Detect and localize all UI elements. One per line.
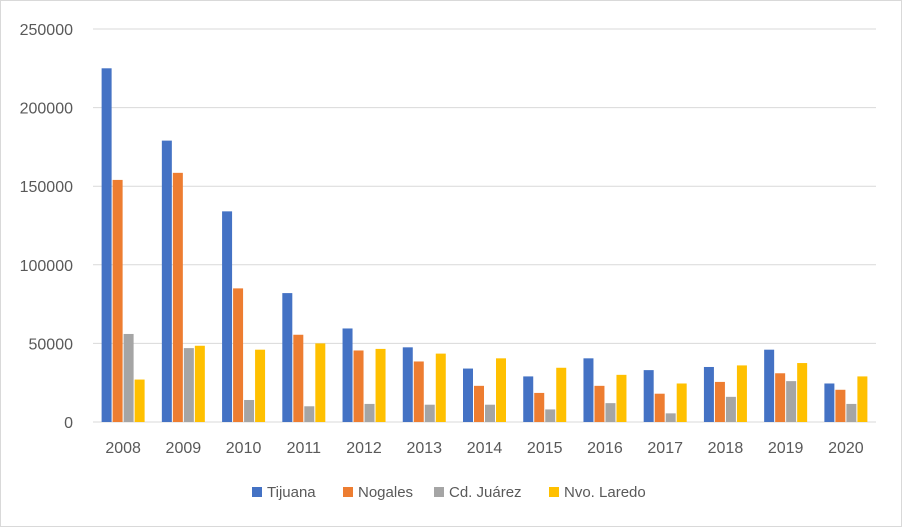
- legend-swatch: [549, 487, 559, 497]
- bar: [583, 358, 594, 422]
- bars: [101, 68, 868, 423]
- bar: [402, 347, 413, 422]
- bar: [534, 392, 545, 422]
- x-tick-label: 2014: [467, 440, 503, 457]
- legend: Tijuana Nogales Cd. Juárez Nvo. Laredo: [252, 484, 646, 501]
- bar: [424, 404, 435, 422]
- x-tick-label: 2020: [828, 440, 864, 457]
- legend-label: Nogales: [358, 484, 413, 501]
- bar: [255, 349, 266, 422]
- bar: [413, 361, 424, 422]
- bar: [244, 399, 255, 422]
- bar: [485, 404, 495, 422]
- y-tick-label: 150000: [20, 179, 73, 196]
- bar: [161, 140, 172, 422]
- bar: [556, 367, 567, 422]
- bar: [764, 349, 775, 422]
- bar: [775, 373, 786, 422]
- bar: [183, 348, 194, 422]
- x-tick-label: 2011: [287, 440, 322, 457]
- bar: [364, 403, 375, 422]
- x-tick-label: 2008: [105, 440, 141, 457]
- bar: [703, 366, 714, 422]
- bar: [342, 328, 353, 422]
- bar: [293, 334, 304, 422]
- bar: [353, 350, 364, 422]
- bar: [112, 179, 123, 422]
- bar: [786, 381, 797, 422]
- bar: [463, 368, 473, 422]
- bar: [835, 389, 846, 422]
- x-tick-label: 2019: [768, 440, 804, 457]
- bar: [233, 288, 244, 422]
- bar: [435, 353, 446, 422]
- bar: [594, 385, 605, 422]
- bar: [496, 358, 506, 422]
- bar: [545, 409, 556, 422]
- bar: [797, 363, 808, 422]
- bar: [172, 172, 183, 422]
- x-tick-label: 2010: [226, 440, 262, 457]
- bar: [824, 383, 835, 422]
- bar: [523, 376, 534, 422]
- bar: [194, 345, 205, 422]
- bar: [605, 403, 616, 422]
- x-axis: 2008 2009 2010 2011 2012 2013 2014 2015 2016 2017…: [105, 440, 863, 457]
- bar: [134, 379, 145, 422]
- y-tick-label: 200000: [20, 101, 73, 118]
- bar: [375, 348, 386, 422]
- bar: [736, 365, 747, 422]
- bar: [222, 211, 233, 422]
- y-tick-label: 0: [64, 415, 73, 432]
- legend-swatch: [252, 487, 262, 497]
- x-tick-label: 2009: [166, 440, 202, 457]
- legend-label: Cd. Juárez: [449, 484, 522, 501]
- x-tick-label: 2016: [587, 440, 623, 457]
- x-tick-label: 2012: [346, 440, 382, 457]
- bar: [304, 406, 315, 422]
- bar: [725, 396, 736, 422]
- gridlines: [93, 28, 876, 423]
- bar: [315, 343, 326, 422]
- bar: [846, 403, 857, 422]
- bar: [101, 68, 112, 423]
- x-tick-label: 2015: [527, 440, 563, 457]
- y-tick-label: 100000: [20, 258, 73, 275]
- bar: [474, 385, 484, 422]
- legend-swatch: [434, 487, 444, 497]
- bar: [616, 374, 627, 422]
- bar: [643, 370, 654, 422]
- legend-label: Nvo. Laredo: [564, 484, 646, 501]
- bar: [123, 333, 134, 422]
- bar: [857, 376, 868, 422]
- bar: [714, 381, 725, 422]
- x-tick-label: 2018: [708, 440, 744, 457]
- bar: [676, 383, 687, 422]
- y-tick-label: 250000: [20, 22, 73, 39]
- bar: [654, 393, 665, 422]
- legend-swatch: [343, 487, 353, 497]
- x-tick-label: 2017: [647, 440, 683, 457]
- bar: [282, 293, 293, 422]
- y-axis: 0 50000 100000 150000 200000 250000: [20, 22, 73, 432]
- bar: [665, 413, 676, 422]
- y-tick-label: 50000: [29, 336, 74, 353]
- legend-label: Tijuana: [267, 484, 316, 501]
- x-tick-label: 2013: [406, 440, 442, 457]
